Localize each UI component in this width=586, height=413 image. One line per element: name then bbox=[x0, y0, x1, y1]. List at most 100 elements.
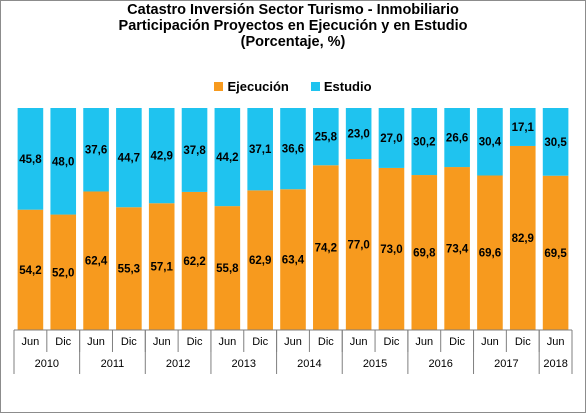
data-label-estudio: 45,8 bbox=[19, 154, 42, 166]
legend-label-estudio: Estudio bbox=[323, 79, 372, 94]
bar-ejecucion bbox=[542, 175, 569, 330]
x-tick-label-year: 2015 bbox=[363, 358, 387, 370]
chart-title: Catastro Inversión Sector Turismo - Inmo… bbox=[0, 2, 586, 50]
x-tick-label-month: Dic bbox=[449, 336, 465, 348]
data-label-estudio: 37,1 bbox=[249, 144, 272, 156]
legend-swatch-ejecucion bbox=[214, 82, 224, 91]
legend-entry-ejecucion: Ejecución bbox=[214, 79, 289, 94]
data-label-ejecucion: 55,3 bbox=[118, 264, 140, 276]
bar-estudio bbox=[444, 108, 470, 168]
data-label-estudio: 44,7 bbox=[118, 153, 140, 165]
bar-ejecucion bbox=[280, 189, 306, 330]
x-tick-label-month: Jun bbox=[87, 336, 105, 348]
bar-estudio bbox=[83, 108, 109, 192]
bar-estudio bbox=[280, 108, 306, 190]
x-tick-label-year: 2018 bbox=[543, 358, 567, 370]
data-label-ejecucion: 54,2 bbox=[19, 265, 41, 277]
data-label-estudio: 48,0 bbox=[52, 156, 74, 168]
data-label-estudio: 17,1 bbox=[512, 122, 535, 134]
bar-ejecucion bbox=[214, 206, 241, 330]
bar-ejecucion bbox=[378, 167, 405, 330]
data-label-ejecucion: 73,0 bbox=[380, 244, 402, 256]
x-tick-label-year: 2011 bbox=[101, 358, 125, 370]
x-tick-label-year: 2013 bbox=[232, 358, 256, 370]
bar-ejecucion bbox=[509, 145, 536, 330]
bar-estudio bbox=[148, 108, 175, 204]
bar-estudio bbox=[214, 108, 241, 207]
x-tick-label-month: Jun bbox=[284, 336, 302, 348]
chart-title-line-2: Participación Proyectos en Ejecución y e… bbox=[118, 18, 468, 34]
bar-estudio bbox=[50, 108, 77, 215]
data-label-ejecucion: 69,6 bbox=[479, 248, 501, 260]
data-label-ejecucion: 62,2 bbox=[183, 256, 205, 268]
data-label-ejecucion: 73,4 bbox=[446, 244, 469, 256]
x-tick-label-month: Dic bbox=[384, 336, 400, 348]
data-label-estudio: 27,0 bbox=[380, 133, 402, 145]
data-label-ejecucion: 63,4 bbox=[282, 255, 305, 267]
x-tick-label-year: 2017 bbox=[494, 358, 518, 370]
data-label-ejecucion: 57,1 bbox=[151, 262, 174, 274]
x-tick-label-month: Jun bbox=[415, 336, 433, 348]
data-label-ejecucion: 82,9 bbox=[512, 233, 534, 245]
x-tick-label-month: Jun bbox=[547, 336, 565, 348]
data-label-estudio: 30,2 bbox=[413, 137, 435, 149]
x-tick-label-year: 2012 bbox=[166, 358, 190, 370]
data-label-estudio: 37,6 bbox=[85, 145, 107, 157]
data-label-ejecucion: 62,4 bbox=[85, 256, 108, 268]
bar-ejecucion bbox=[148, 203, 175, 330]
bar-ejecucion bbox=[444, 167, 470, 330]
bar-estudio bbox=[509, 108, 536, 146]
bar-ejecucion bbox=[247, 190, 273, 330]
bar-ejecucion bbox=[411, 175, 438, 330]
bar-ejecucion bbox=[313, 165, 339, 330]
data-label-estudio: 42,9 bbox=[151, 151, 173, 163]
bar-ejecucion bbox=[181, 191, 208, 330]
x-tick-label-year: 2014 bbox=[297, 358, 321, 370]
data-label-ejecucion: 69,5 bbox=[544, 248, 567, 260]
x-tick-label-month: Jun bbox=[350, 336, 368, 348]
bar-ejecucion bbox=[17, 209, 44, 330]
bar-estudio bbox=[313, 108, 339, 166]
x-tick-label-month: Dic bbox=[252, 336, 268, 348]
legend-entry-estudio: Estudio bbox=[310, 79, 372, 94]
bar-estudio bbox=[477, 108, 503, 176]
data-label-estudio: 26,6 bbox=[446, 133, 468, 145]
data-label-ejecucion: 52,0 bbox=[52, 267, 74, 279]
data-label-estudio: 30,4 bbox=[479, 137, 502, 149]
x-tick-label-month: Dic bbox=[187, 336, 203, 348]
bar-ejecucion bbox=[116, 207, 142, 330]
chart-title-line-1: Catastro Inversión Sector Turismo - Inmo… bbox=[127, 2, 459, 18]
x-tick-label-month: Jun bbox=[22, 336, 40, 348]
data-label-estudio: 44,2 bbox=[216, 152, 238, 164]
bar-estudio bbox=[116, 108, 142, 208]
data-label-ejecucion: 62,9 bbox=[249, 255, 271, 267]
legend-label-ejecucion: Ejecución bbox=[227, 79, 289, 94]
x-tick-label-month: Dic bbox=[515, 336, 531, 348]
bar-estudio bbox=[542, 108, 569, 176]
data-label-ejecucion: 55,8 bbox=[216, 263, 239, 275]
data-label-estudio: 25,8 bbox=[315, 132, 338, 144]
x-tick-label-year: 2010 bbox=[35, 358, 59, 370]
data-label-estudio: 23,0 bbox=[347, 129, 369, 141]
bar-ejecucion bbox=[50, 214, 77, 330]
bar-estudio bbox=[247, 108, 273, 191]
data-label-ejecucion: 74,2 bbox=[315, 243, 337, 255]
data-label-estudio: 36,6 bbox=[282, 144, 304, 156]
x-tick-label-month: Jun bbox=[153, 336, 171, 348]
bar-estudio bbox=[181, 108, 208, 192]
bar-ejecucion bbox=[83, 191, 109, 330]
data-label-ejecucion: 69,8 bbox=[413, 248, 436, 260]
data-label-ejecucion: 77,0 bbox=[347, 240, 369, 252]
bar-estudio bbox=[345, 108, 372, 160]
bar-estudio bbox=[378, 108, 405, 168]
x-tick-label-month: Dic bbox=[121, 336, 137, 348]
legend-swatch-estudio bbox=[310, 82, 320, 91]
chart-legend: Ejecución Estudio bbox=[0, 79, 586, 94]
x-tick-label-month: Jun bbox=[218, 336, 236, 348]
bar-ejecucion bbox=[345, 159, 372, 330]
x-tick-label-month: Dic bbox=[318, 336, 334, 348]
data-label-estudio: 37,8 bbox=[183, 145, 206, 157]
x-tick-label-month: Jun bbox=[481, 336, 499, 348]
chart-title-line-3: (Porcentaje, %) bbox=[240, 34, 346, 50]
